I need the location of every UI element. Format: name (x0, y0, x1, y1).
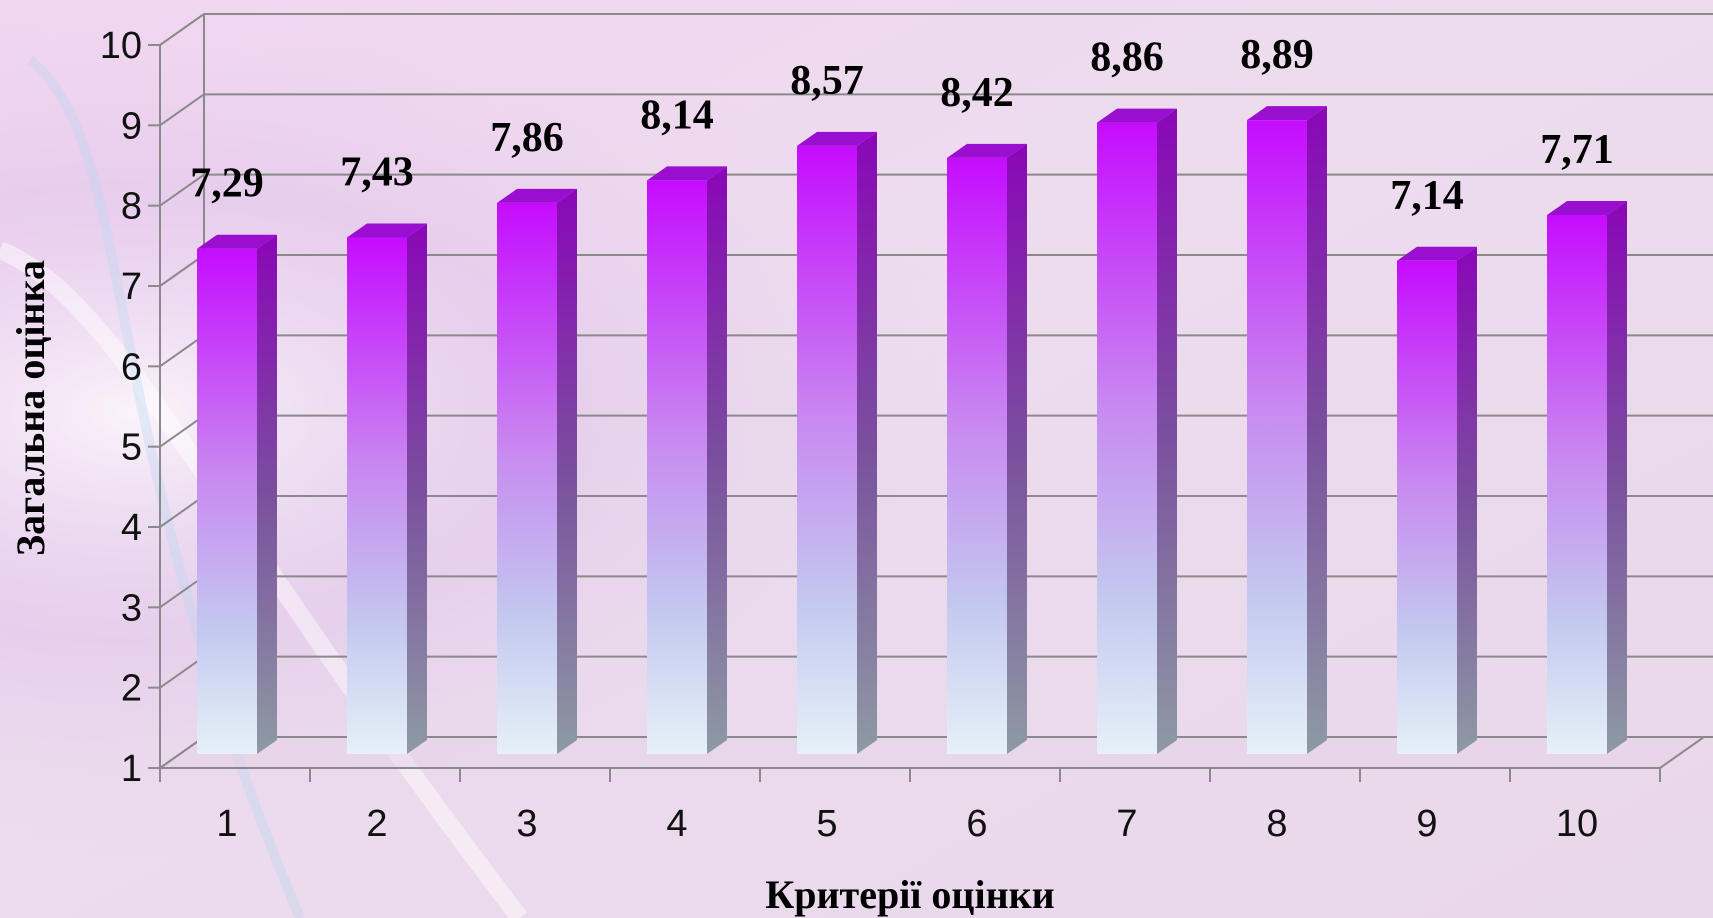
bar-top (797, 131, 877, 146)
bar-front (197, 248, 257, 754)
gridline-side (159, 173, 205, 207)
x-tick-label: 5 (816, 803, 837, 845)
bar-side (1307, 106, 1327, 755)
x-tick-label: 8 (1266, 803, 1287, 845)
bar-side (1607, 200, 1627, 755)
data-label: 8,42 (940, 70, 1014, 116)
bar-front (797, 145, 857, 755)
bar-front (947, 157, 1007, 755)
bar (647, 166, 727, 755)
bar-front (497, 202, 557, 754)
bar-side (857, 131, 877, 755)
data-label: 7,71 (1540, 127, 1614, 173)
x-axis-title: Критерії оцінки (765, 872, 1054, 917)
bar (797, 131, 877, 755)
bar-front (1547, 214, 1607, 755)
bar-top (497, 188, 577, 203)
y-tick-label: 6 (121, 346, 142, 388)
data-label: 8,57 (790, 58, 864, 104)
bar-top (1247, 106, 1327, 121)
y-tick-label: 10 (100, 25, 142, 67)
bar-top (197, 234, 277, 249)
bars (197, 106, 1627, 755)
bar-top (347, 223, 427, 238)
bar-top (1397, 246, 1477, 261)
bar-top (647, 166, 727, 181)
gridline-side (159, 414, 205, 448)
gridline-side (159, 254, 205, 287)
bar-side (1007, 143, 1027, 755)
y-axis-title: Загальна оцінка (8, 260, 53, 556)
bar-side (1157, 108, 1177, 754)
gridline-side (159, 334, 205, 368)
bar-side (407, 223, 427, 754)
bar-front (1397, 260, 1457, 754)
y-tick-label: 3 (121, 587, 142, 629)
bar (1547, 200, 1627, 755)
bar-top (1547, 200, 1627, 215)
gridline-side (159, 655, 205, 689)
x-tick-label: 9 (1416, 803, 1437, 845)
x-tick-label: 4 (666, 803, 687, 845)
y-tick-label: 2 (121, 668, 142, 710)
bar (197, 234, 277, 754)
x-tick-label: 6 (966, 803, 987, 845)
bar (1397, 246, 1477, 754)
bar (1247, 106, 1327, 755)
bar (497, 188, 577, 754)
bar-side (707, 166, 727, 755)
gridline-side (159, 575, 205, 609)
data-label: 7,86 (490, 115, 564, 161)
y-axis: 1 2 3 4 5 6 7 8 9 10 (100, 25, 161, 790)
bar-front (1097, 122, 1157, 754)
bar-side (1457, 246, 1477, 754)
gridline-side (159, 13, 205, 46)
y-tick-label: 4 (121, 507, 142, 549)
y-tick-label: 8 (121, 186, 142, 228)
y-tick-label: 9 (121, 105, 142, 147)
bar-top (1097, 108, 1177, 123)
bar (1097, 108, 1177, 754)
x-tick-label: 1 (216, 803, 237, 845)
data-label: 8,89 (1240, 32, 1314, 78)
data-label: 7,29 (190, 161, 264, 207)
y-tick-label: 5 (121, 427, 142, 469)
y-tick-label: 1 (121, 748, 142, 790)
bar-front (347, 237, 407, 754)
data-label: 8,14 (640, 92, 714, 138)
x-tick-label: 2 (366, 803, 387, 845)
data-label: 7,14 (1390, 173, 1464, 219)
bar (347, 223, 427, 754)
x-tick-label: 7 (1116, 803, 1137, 845)
data-label: 7,43 (340, 149, 414, 195)
bar-top (947, 143, 1027, 158)
gridline-side (159, 93, 205, 127)
gridline-side (159, 495, 205, 528)
data-label: 8,86 (1090, 35, 1164, 81)
x-tick-label: 3 (516, 803, 537, 845)
bar-side (557, 188, 577, 754)
bar (947, 143, 1027, 755)
bar-side (257, 234, 277, 754)
x-tick-label: 10 (1556, 803, 1598, 845)
y-tick-label: 7 (121, 266, 142, 308)
bar-front (647, 180, 707, 755)
bar-front (1247, 120, 1307, 755)
value-labels: 7,29 7,43 7,86 8,14 8,57 8,42 8,86 8,89 7,14 7,71 (190, 32, 1614, 219)
x-axis: 1 2 3 4 5 6 7 8 9 10 (159, 767, 1661, 845)
